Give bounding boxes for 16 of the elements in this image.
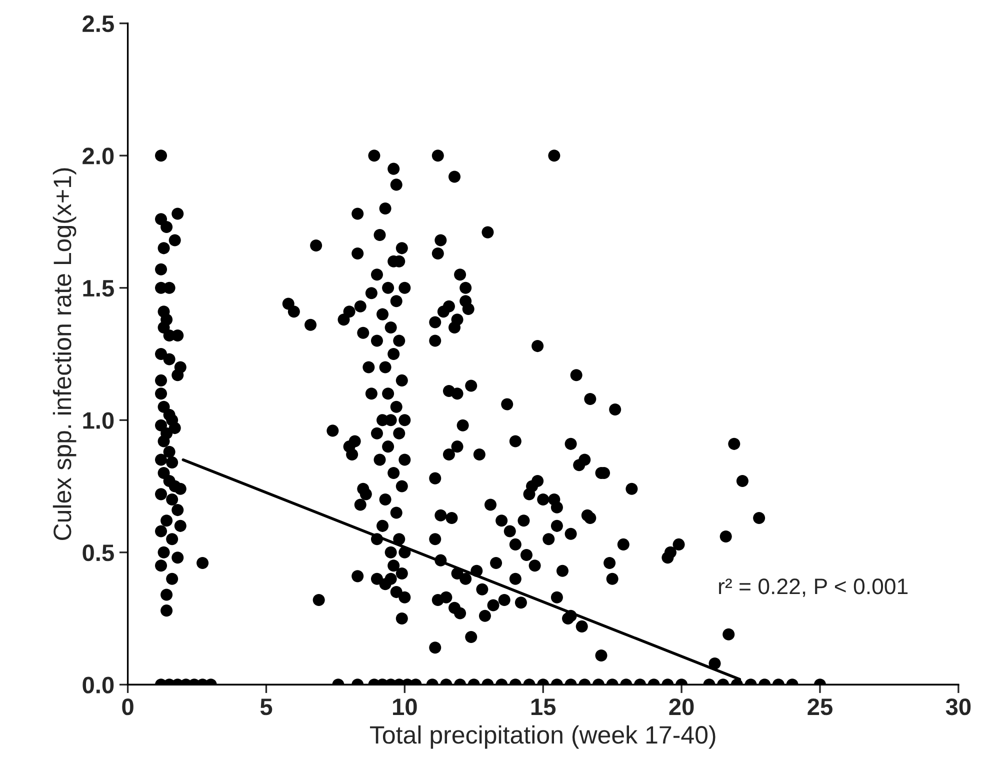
x-tick-label: 20 (669, 698, 694, 716)
x-tick-label: 15 (531, 698, 556, 716)
x-tick-label: 10 (393, 698, 417, 716)
y-tick-label: 2.5 (82, 15, 114, 32)
y-tick-label: 1.0 (83, 412, 114, 429)
y-axis-title: Culex spp. infection rate Log(x+1) (52, 168, 76, 540)
x-tick-label: 25 (808, 698, 832, 716)
annotation: r² = 0.22, P < 0.001 (719, 578, 908, 597)
x-axis-title: Total precipitation (week 17-40) (370, 725, 716, 749)
y-tick-label: 0.5 (82, 544, 114, 562)
x-tick-label: 0 (122, 698, 134, 716)
y-tick-label: 1.5 (83, 280, 114, 297)
x-tick-label: 30 (946, 698, 971, 716)
x-tick-label: 5 (260, 698, 272, 716)
y-tick-label: 0.0 (82, 676, 114, 694)
y-tick-label: 2.0 (82, 148, 114, 164)
